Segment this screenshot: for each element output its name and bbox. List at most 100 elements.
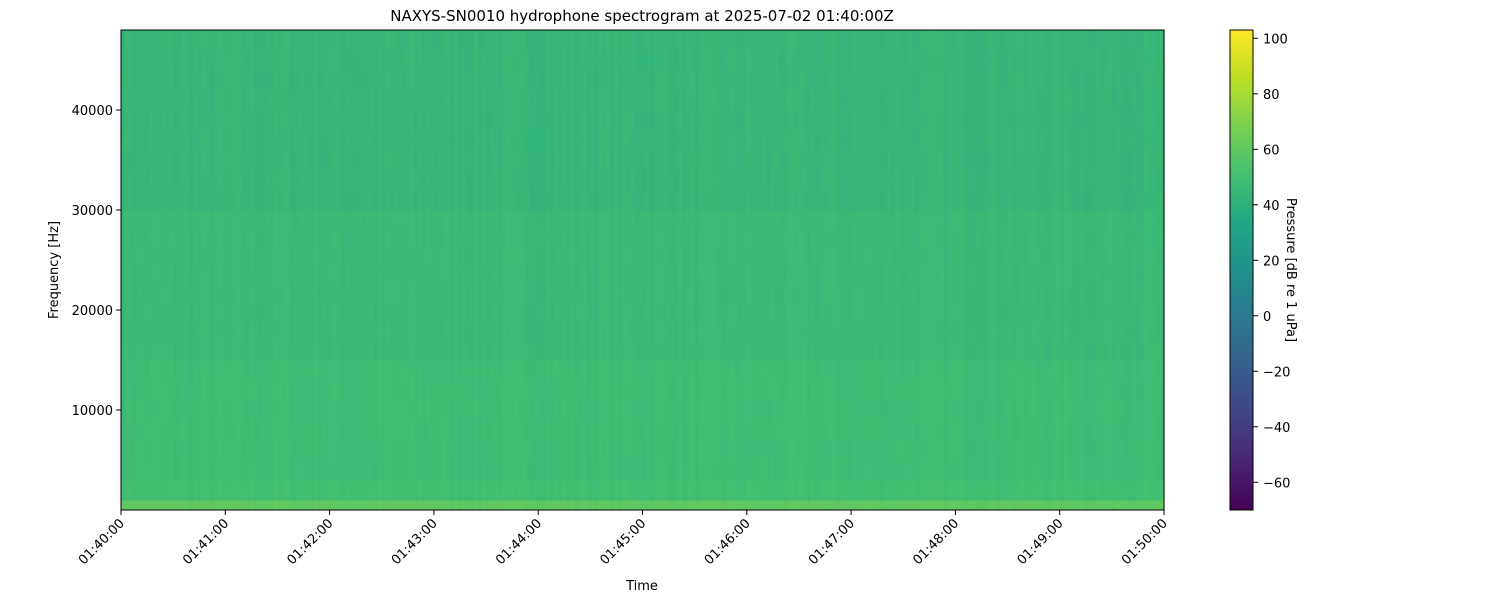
heatmap-cell (995, 420, 1001, 441)
heatmap-cell (1023, 360, 1029, 381)
heatmap-cell (361, 285, 367, 305)
heatmap-cell (345, 303, 351, 323)
heatmap-cell (1147, 380, 1153, 401)
heatmap-cell (839, 210, 844, 230)
heatmap-cell (1151, 322, 1157, 342)
heatmap-cell (618, 460, 624, 481)
heatmap-cell (437, 228, 443, 248)
heatmap-cell (702, 285, 708, 305)
heatmap-cell (470, 400, 475, 421)
heatmap-cell (758, 247, 764, 267)
heatmap-cell (951, 30, 956, 51)
heatmap-cell (1151, 400, 1157, 421)
heatmap-cell (313, 500, 319, 511)
heatmap-cell (1111, 360, 1117, 381)
heatmap-cell (145, 90, 150, 111)
heatmap-cell (670, 480, 676, 501)
heatmap-cell (437, 285, 443, 305)
heatmap-cell (185, 341, 190, 361)
heatmap-cell (806, 341, 812, 361)
heatmap-cell (598, 210, 603, 230)
heatmap-cell (502, 400, 507, 421)
heatmap-cell (325, 500, 331, 511)
heatmap-cell (1007, 400, 1013, 421)
heatmap-cell (919, 360, 924, 381)
heatmap-cell (558, 50, 563, 71)
heatmap-cell (1003, 303, 1009, 323)
heatmap-cell (305, 266, 311, 286)
heatmap-cell (915, 303, 920, 323)
heatmap-cell (494, 400, 499, 421)
heatmap-cell (798, 341, 804, 361)
heatmap-cell (1027, 70, 1033, 91)
heatmap-cell (754, 322, 760, 342)
heatmap-cell (658, 500, 664, 511)
heatmap-cell (706, 266, 712, 286)
heatmap-cell (574, 210, 579, 230)
heatmap-cell (221, 70, 226, 91)
heatmap-cell (598, 228, 603, 248)
heatmap-cell (802, 285, 808, 305)
heatmap-cell (189, 400, 194, 421)
heatmap-cell (1091, 228, 1097, 248)
heatmap-cell (377, 380, 383, 401)
heatmap-cell (819, 228, 824, 248)
heatmap-cell (626, 266, 632, 286)
heatmap-cell (1055, 420, 1061, 441)
heatmap-cell (999, 266, 1005, 286)
heatmap-cell (1107, 380, 1113, 401)
heatmap-cell (478, 30, 483, 51)
heatmap-cell (457, 285, 463, 305)
heatmap-cell (943, 420, 948, 441)
heatmap-cell (827, 285, 832, 305)
heatmap-cell (301, 322, 307, 342)
heatmap-cell (197, 228, 202, 248)
heatmap-cell (425, 460, 431, 481)
heatmap-cell (1099, 247, 1105, 267)
heatmap-cell (831, 360, 836, 381)
heatmap-cell (349, 228, 355, 248)
heatmap-cell (413, 360, 419, 381)
heatmap-cell (570, 228, 575, 248)
heatmap-cell (502, 50, 507, 71)
heatmap-cell (1079, 380, 1085, 401)
heatmap-cell (927, 440, 932, 461)
heatmap-cell (995, 210, 1001, 230)
heatmap-cell (638, 380, 644, 401)
heatmap-cell (329, 90, 335, 111)
heatmap-cell (758, 380, 764, 401)
heatmap-cell (606, 341, 612, 361)
heatmap-cell (606, 420, 612, 441)
heatmap-cell (465, 247, 471, 267)
heatmap-cell (361, 322, 367, 342)
heatmap-cell (205, 266, 210, 286)
heatmap-cell (449, 341, 455, 361)
heatmap-cell (169, 460, 174, 481)
heatmap-cell (646, 420, 652, 441)
heatmap-cell (289, 30, 295, 51)
heatmap-cell (1087, 341, 1093, 361)
heatmap-cell (273, 70, 279, 91)
heatmap-cell (742, 440, 748, 461)
heatmap-cell (895, 247, 900, 267)
heatmap-cell (774, 266, 780, 286)
heatmap-cell (289, 210, 295, 230)
heatmap-cell (1143, 30, 1149, 51)
heatmap-cell (221, 30, 226, 51)
heatmap-cell (297, 228, 303, 248)
heatmap-cell (546, 30, 551, 51)
heatmap-cell (405, 341, 411, 361)
heatmap-cell (786, 400, 792, 421)
heatmap-cell (169, 303, 174, 323)
heatmap-cell (654, 30, 660, 51)
heatmap-cell (582, 322, 587, 342)
heatmap-cell (490, 247, 495, 267)
heatmap-cell (457, 440, 463, 461)
heatmap-cell (1143, 360, 1149, 381)
heatmap-cell (141, 420, 146, 441)
heatmap-cell (225, 90, 230, 111)
heatmap-cell (670, 400, 676, 421)
heatmap-cell (129, 420, 134, 441)
heatmap-cell (417, 480, 423, 501)
heatmap-cell (385, 341, 391, 361)
